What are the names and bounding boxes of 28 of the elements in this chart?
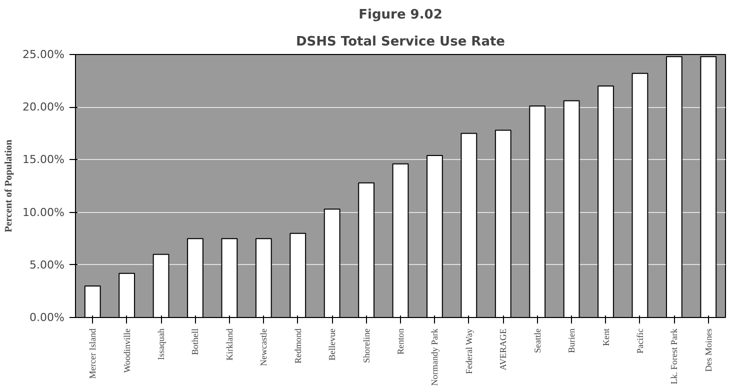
chart-subtitle: DSHS Total Service Use Rate <box>296 34 506 50</box>
x-tick-label: Issaquah <box>156 328 166 360</box>
x-tick-label: Federal Way <box>464 328 474 374</box>
x-tick-label: Renton <box>396 328 406 354</box>
x-tick-label: AVERAGE <box>498 328 508 370</box>
y-tick-label: 25.00% <box>22 48 65 61</box>
y-tick-label: 10.00% <box>22 206 65 219</box>
x-tick-label: Pacific <box>634 328 645 354</box>
x-tick-label: Bellevue <box>327 328 338 360</box>
x-tick-label: Lk. Forest Park <box>669 328 680 384</box>
x-tick-label: Woodinville <box>122 328 132 373</box>
x-tick-label: Redmond <box>292 328 303 364</box>
x-tick-label: Mercer Island <box>88 328 98 379</box>
y-tick-label: 0.00% <box>30 311 65 324</box>
y-axis-title: Percent of Population <box>4 139 15 232</box>
y-tick-label: 20.00% <box>22 100 65 114</box>
x-tick-label: Kent <box>600 328 611 346</box>
x-tick-label: Kirkland <box>224 328 234 360</box>
x-tick-label: Normandy Park <box>430 328 440 386</box>
y-tick-label: 5.00% <box>30 258 65 272</box>
x-tick-label: Bothell <box>190 328 200 355</box>
chart-title: Figure 9.02 <box>358 8 442 22</box>
y-tick-label: 15.00% <box>22 153 65 166</box>
x-tick-label: Newcastle <box>258 328 269 366</box>
x-tick-label: Shoreline <box>361 328 372 363</box>
x-tick-label: Burien <box>566 328 577 353</box>
x-tick-label: Des Moines <box>703 328 714 372</box>
x-tick-label: Seattle <box>532 328 542 353</box>
